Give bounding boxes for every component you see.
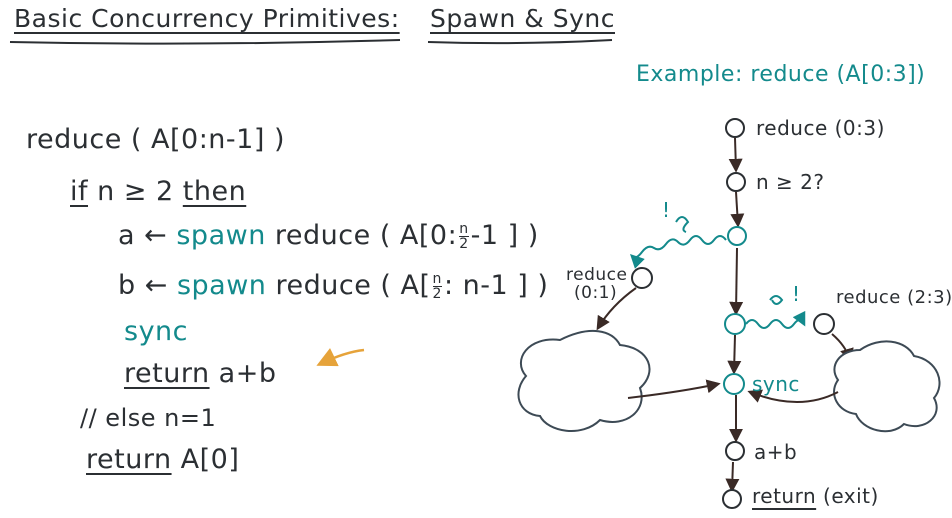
fraction-2-den: 2 <box>432 286 442 302</box>
highlight-arrow <box>316 348 365 367</box>
edge-spawn2-to-sync <box>727 334 742 375</box>
code-line-sync: sync <box>124 316 189 347</box>
call-2-tail: : n-1 ] ) <box>443 270 549 301</box>
edge-left-blob-to-sync <box>627 379 721 399</box>
left-subtree-blob <box>517 329 651 433</box>
call-2: reduce ( A[ <box>275 270 431 301</box>
edge-right-blob-to-sync <box>747 389 839 403</box>
return-keyword-1: return <box>124 358 210 389</box>
node-right-child <box>813 313 835 335</box>
label-reduce-0-1-line1: reduce <box>566 265 628 285</box>
return-expr-2: A[0] <box>180 444 240 475</box>
edge-sum-to-return <box>725 461 740 493</box>
spawn-squiggle-left <box>675 216 690 233</box>
edge-left-child-to-blob <box>596 287 637 331</box>
example-heading: Example: reduce (A[0:3]) <box>636 62 926 87</box>
assign-b: b ← <box>118 270 168 301</box>
call-1: reduce ( A[0: <box>274 220 458 251</box>
label-return-note: (exit) <box>823 484 879 508</box>
code-line-spawn-b: b ← spawn reduce ( A[n 2: n-1 ] ) <box>118 270 548 301</box>
spawn-mark-left: ! <box>662 198 671 222</box>
code-line-return-base: return A[0] <box>86 444 239 475</box>
node-spawn-1 <box>727 226 747 246</box>
label-reduce-2-3: reduce (2:3) <box>836 287 952 308</box>
edge-reduce-to-cond <box>728 137 743 173</box>
subtitle-underline <box>427 39 613 45</box>
node-return <box>722 489 742 509</box>
if-keyword: if <box>70 176 89 207</box>
label-reduce-0-3: reduce (0:3) <box>756 116 885 140</box>
return-expr-1: a+b <box>218 358 277 389</box>
label-sum: a+b <box>754 440 798 464</box>
label-cond: n ≥ 2? <box>756 170 825 194</box>
node-reduce <box>725 118 745 138</box>
node-sync <box>723 373 745 395</box>
fraction-2-num: n <box>432 271 442 287</box>
spawn-mark-right: ! <box>792 282 801 306</box>
spawn-edge-left <box>630 235 727 269</box>
node-sum <box>725 441 745 461</box>
spawn-squiggle-right <box>769 295 784 305</box>
code-line-else-comment: // else n=1 <box>80 404 217 432</box>
assign-a: a ← <box>118 220 168 251</box>
edge-cond-to-spawn1 <box>730 191 745 228</box>
spawn-edge-right <box>745 310 806 329</box>
code-line-if: if n ≥ 2 then <box>70 176 246 207</box>
fraction-1-num: n <box>459 221 469 237</box>
right-subtree-blob <box>833 340 941 433</box>
label-return: return (exit) <box>752 484 879 508</box>
page-title: Basic Concurrency Primitives: <box>14 4 400 33</box>
spawn-keyword-1: spawn <box>176 220 266 251</box>
label-reduce-0-1-line2: (0:1) <box>574 283 618 303</box>
node-cond <box>726 172 746 192</box>
code-line-return-sum: return a+b <box>124 358 276 389</box>
if-condition: n ≥ 2 <box>97 176 174 207</box>
node-spawn-2 <box>724 313 746 335</box>
edge-spawn1-to-spawn2 <box>729 247 744 316</box>
title-underline <box>9 39 401 45</box>
fraction-1-den: 2 <box>459 236 469 252</box>
page-subtitle: Spawn & Sync <box>430 4 615 33</box>
title-sub: Spawn & Sync <box>430 4 615 33</box>
return-keyword-2: return <box>86 444 172 475</box>
call-1-tail: -1 ] ) <box>470 220 539 251</box>
code-line-spawn-a: a ← spawn reduce ( A[0: n 2 -1 ] ) <box>118 220 539 251</box>
code-line-signature: reduce ( A[0:n-1] ) <box>26 124 285 155</box>
then-keyword: then <box>182 176 247 207</box>
title-main: Basic Concurrency Primitives: <box>14 4 400 33</box>
node-left-child <box>631 267 653 289</box>
label-sync: sync <box>752 372 800 396</box>
label-return-keyword: return <box>752 484 817 508</box>
spawn-keyword-2: spawn <box>176 270 267 301</box>
